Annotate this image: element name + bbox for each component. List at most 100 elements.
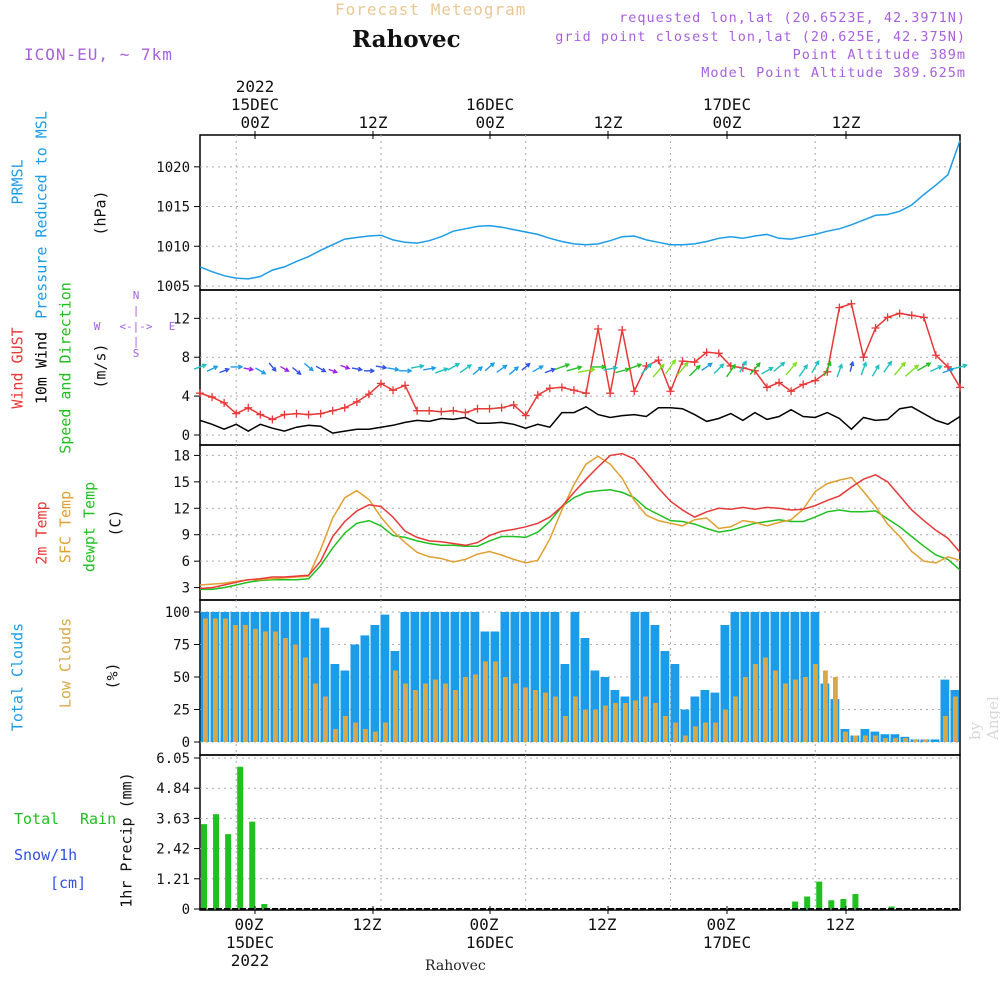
total-cloud-bar bbox=[650, 625, 660, 742]
arrow-shaft bbox=[761, 367, 773, 375]
arrow-shaft bbox=[315, 365, 326, 373]
wind-direction-arrow bbox=[773, 361, 786, 372]
gust-marker bbox=[280, 410, 289, 419]
wind-direction-arrow bbox=[676, 361, 689, 376]
total-cloud-bar bbox=[450, 612, 460, 742]
top-hour-label-5: 12Z bbox=[832, 113, 861, 132]
wind-direction-arrow bbox=[566, 365, 583, 372]
panel-frame-precip bbox=[199, 754, 961, 911]
low-cloud-bar bbox=[423, 683, 428, 742]
arrow-shaft bbox=[566, 366, 582, 372]
y-tick-label: 100 bbox=[165, 605, 190, 621]
gust-marker bbox=[485, 404, 494, 413]
gust-marker bbox=[268, 415, 277, 424]
total-cloud-bar bbox=[700, 690, 710, 742]
wind-direction-arrow bbox=[193, 363, 208, 370]
y-tick-label: 1015 bbox=[156, 200, 190, 216]
arrow-head bbox=[271, 366, 277, 372]
gust-marker bbox=[413, 406, 422, 415]
sfc-temp-line bbox=[199, 455, 961, 586]
total-cloud-bar bbox=[660, 651, 670, 742]
y-tick-label: 2.42 bbox=[156, 842, 190, 858]
low-cloud-bar bbox=[353, 722, 358, 742]
low-cloud-bar bbox=[943, 716, 948, 742]
y-tick-label: 8 bbox=[182, 350, 190, 366]
gust-marker bbox=[256, 410, 265, 419]
gust-marker bbox=[557, 383, 566, 392]
low-cloud-bar bbox=[683, 735, 688, 742]
gust-marker bbox=[196, 389, 204, 398]
gust-marker bbox=[799, 380, 808, 389]
low-cloud-bar bbox=[263, 631, 268, 742]
arrow-shaft bbox=[280, 365, 289, 372]
gust-marker bbox=[883, 313, 892, 322]
rain-bar bbox=[213, 814, 220, 909]
low-cloud-bar bbox=[953, 696, 958, 742]
low-cloud-bar bbox=[333, 729, 338, 742]
arrow-shaft bbox=[496, 364, 507, 373]
arrow-head bbox=[224, 367, 231, 373]
wind-direction-arrow bbox=[544, 367, 557, 374]
total-cloud-bar bbox=[330, 664, 340, 742]
wind-gust-line bbox=[199, 302, 961, 421]
wind-direction-arrow bbox=[375, 364, 388, 370]
compass-row: <-|-> bbox=[119, 320, 152, 333]
total-cloud-bar bbox=[580, 638, 590, 742]
low-cloud-bar bbox=[913, 739, 918, 742]
gust-marker bbox=[690, 358, 699, 367]
gust-marker bbox=[943, 362, 952, 371]
y-tick-label: 50 bbox=[173, 670, 190, 686]
arrow-head bbox=[914, 364, 920, 370]
low-cloud-bar bbox=[773, 670, 778, 742]
rain-bar bbox=[261, 904, 268, 909]
low-cloud-bar bbox=[923, 739, 928, 742]
arrow-head bbox=[647, 362, 653, 369]
low-cloud-bar bbox=[363, 729, 368, 742]
low-cloud-bar bbox=[533, 690, 538, 742]
wind-direction-arrow bbox=[447, 363, 461, 371]
low-cloud-bar bbox=[893, 738, 898, 742]
top-hour-label-3: 12Z bbox=[594, 113, 623, 132]
low-cloud-bar bbox=[473, 674, 478, 742]
temp-sfc-label: SFC Temp bbox=[57, 491, 75, 563]
arrow-shaft bbox=[292, 366, 301, 375]
total-clouds-label: Total Clouds bbox=[9, 623, 27, 731]
arrow-shaft bbox=[823, 361, 832, 376]
rain-bar bbox=[852, 894, 859, 909]
rain-bar bbox=[249, 821, 256, 909]
arrow-shaft bbox=[603, 367, 617, 371]
top-hour-label-4: 00Z bbox=[713, 113, 742, 132]
low-cloud-bar bbox=[743, 677, 748, 742]
gust-marker bbox=[871, 324, 880, 333]
low-cloud-bar bbox=[233, 625, 238, 742]
arrow-head bbox=[719, 363, 725, 369]
y-tick-label: 25 bbox=[173, 703, 190, 719]
gust-marker bbox=[292, 409, 301, 418]
low-cloud-bar bbox=[603, 705, 608, 742]
bottom-year-label: 2022 bbox=[231, 951, 270, 970]
arrow-shaft bbox=[219, 368, 229, 374]
gust-marker bbox=[895, 309, 904, 318]
arrow-head bbox=[755, 362, 761, 368]
low-cloud-bar bbox=[273, 631, 278, 742]
gust-marker bbox=[461, 408, 470, 417]
gust-marker bbox=[618, 325, 627, 334]
wind-direction-arrow bbox=[340, 364, 351, 370]
forecast-title: Forecast Meteogram bbox=[335, 0, 527, 19]
total-cloud-bar bbox=[560, 664, 570, 742]
arrow-shaft bbox=[410, 365, 424, 369]
arrow-shaft bbox=[929, 365, 942, 373]
y-tick-label: 1005 bbox=[156, 279, 190, 295]
wind-direction-arrow bbox=[652, 363, 665, 378]
gust-marker bbox=[678, 357, 687, 366]
arrow-shaft bbox=[206, 365, 218, 372]
total-cloud-bar bbox=[550, 612, 560, 742]
low-clouds-label: Low Clouds bbox=[57, 618, 75, 708]
wind-direction-arrow bbox=[893, 361, 906, 376]
compass-e: E bbox=[169, 320, 176, 333]
arrow-head bbox=[477, 366, 484, 372]
total-cloud-bar bbox=[320, 627, 330, 742]
arrow-shaft bbox=[387, 367, 399, 371]
arrow-shaft bbox=[749, 362, 761, 376]
low-cloud-bar bbox=[633, 700, 638, 742]
